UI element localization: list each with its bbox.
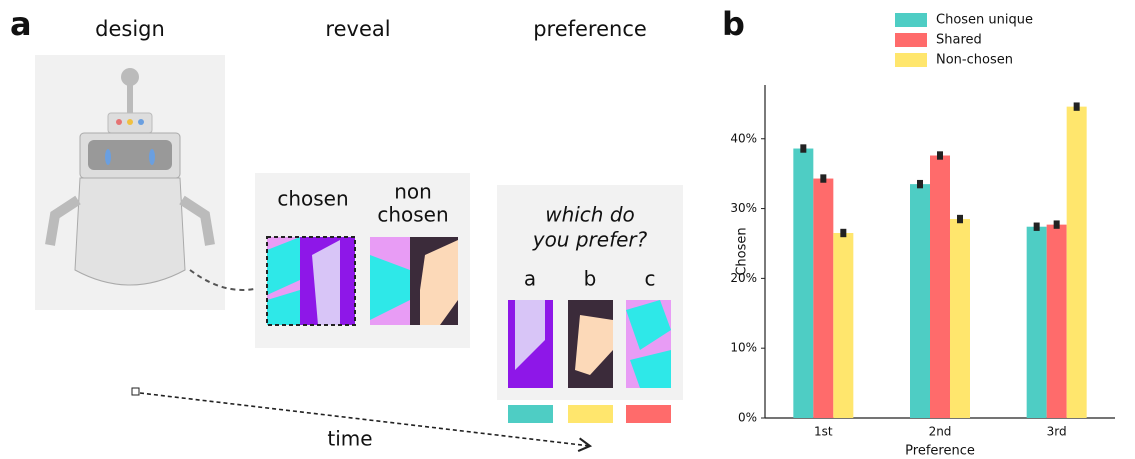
chart: 0% 10% 20% 30% 40% Chosen Preference 1st 2nd 3rd C… [730,13,1115,459]
bar [1026,226,1047,418]
x-tick-label: 2nd [929,425,952,439]
reveal-label: non [394,180,432,204]
error-bar [800,144,807,153]
color-key [626,405,671,423]
y-axis-label: Chosen [735,227,750,275]
bar [950,219,970,418]
reveal-label: chosen [377,203,448,227]
time-arrow [139,392,593,453]
bar [1066,106,1087,418]
step-label: reveal [325,17,390,41]
bar [910,184,930,418]
bar [930,155,950,418]
bar [813,178,834,418]
pattern [568,300,613,388]
y-tick-label: 0% [738,411,757,425]
step-label: preference [533,17,647,41]
question: you prefer? [532,228,648,252]
bar [793,148,814,418]
pattern [266,236,356,326]
question: which do [545,203,635,227]
pattern [370,237,458,325]
option-label: a [524,267,536,291]
option-label: b [584,267,597,291]
legend-swatch [895,53,927,67]
panel-label: a [10,5,32,43]
x-axis-label: Preference [905,444,975,459]
y-tick-label: 20% [730,271,757,285]
y-tick-label: 40% [730,131,757,145]
reveal-label: chosen [277,187,348,211]
legend-swatch [895,13,927,27]
time-label: time [327,427,372,451]
error-bar [820,174,827,183]
step-label: design [95,17,165,41]
bar [1046,224,1067,418]
pattern [508,300,553,388]
legend-label: Chosen unique [936,13,1033,28]
bar [833,233,854,418]
time-start [131,387,140,396]
color-key [508,405,553,423]
legend-swatch [895,33,927,47]
y-tick-label: 30% [730,201,757,215]
x-tick-label: 3rd [1047,425,1067,439]
panel-label: b [722,5,745,43]
error-bar [1033,222,1040,231]
legend-label: Non-chosen [936,53,1013,68]
color-key [568,405,613,423]
y-tick-label: 10% [730,341,757,355]
error-bar [1053,220,1060,229]
x-tick-label: 1st [814,425,833,439]
option-label: c [645,267,656,291]
legend-label: Shared [936,33,982,48]
error-bar [1073,102,1080,111]
robot [35,55,225,310]
error-bar [840,228,847,238]
pattern [626,300,671,388]
error-bar [917,179,923,189]
error-bar [957,214,963,224]
error-bar [937,151,943,160]
